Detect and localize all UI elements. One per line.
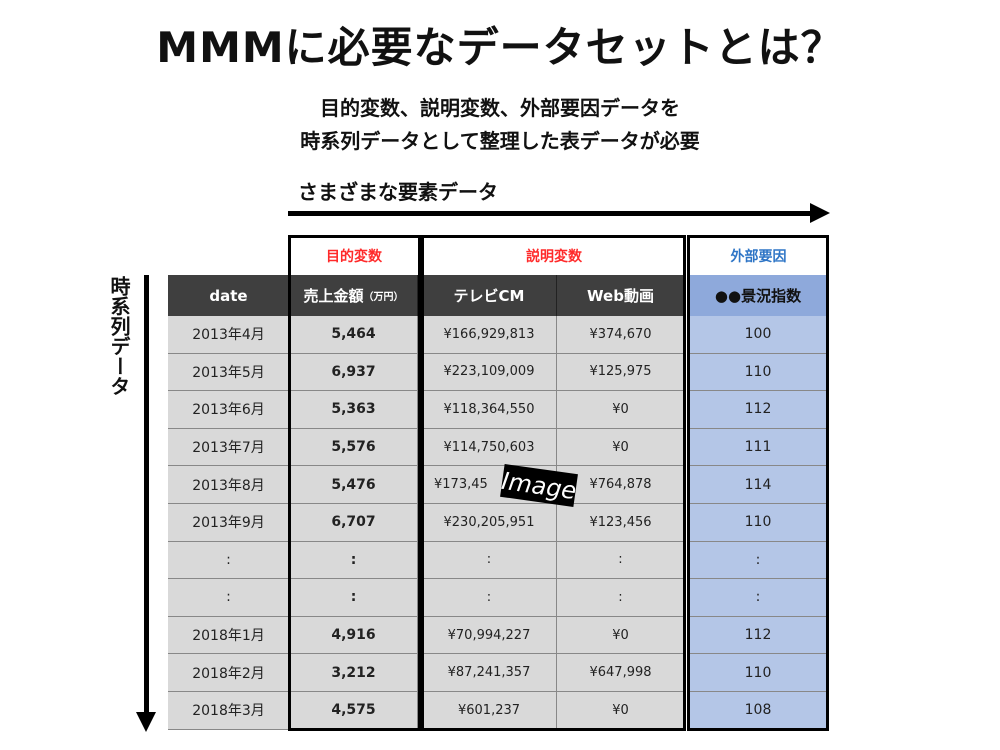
table-cell: 112 xyxy=(690,391,827,429)
table-cell: 111 xyxy=(690,428,827,467)
table-cell: 6,937 xyxy=(290,353,418,392)
table-cell: : xyxy=(422,541,557,580)
arrow-down-icon xyxy=(136,712,156,732)
table-cell: 2013年9月 xyxy=(168,504,290,542)
table-cell: ¥70,994,227 xyxy=(422,616,557,655)
table-cell: 100 xyxy=(690,316,827,354)
table-cell: 6,707 xyxy=(290,504,418,542)
table-cell: 2018年2月 xyxy=(168,654,290,692)
table-cell: 5,576 xyxy=(290,428,418,467)
table-cell: ¥123,456 xyxy=(557,504,685,542)
group-header-external: 外部要因 xyxy=(690,237,827,275)
column-header-3: Web動画 xyxy=(557,275,685,316)
table-cell: 2013年6月 xyxy=(168,391,290,429)
group-header-target: 目的変数 xyxy=(290,237,418,275)
table-cell: 5,476 xyxy=(290,466,418,504)
table-cell: 2018年1月 xyxy=(168,616,290,655)
table-cell: 2013年5月 xyxy=(168,353,290,392)
table-cell: ¥764,878 xyxy=(557,466,685,504)
subtitle-line-2: 時系列データとして整理した表データが必要 xyxy=(300,129,700,153)
column-header-1: 売上金額 （万円） xyxy=(290,275,418,316)
table-cell: : xyxy=(290,541,418,580)
table-cell: 108 xyxy=(690,692,827,730)
table-cell: : xyxy=(168,579,290,617)
table-cell: 5,363 xyxy=(290,391,418,429)
horizontal-arrow-label: さまざまな要素データ xyxy=(298,180,498,204)
arrow-right-icon xyxy=(810,203,830,223)
table-cell: 3,212 xyxy=(290,654,418,692)
table-cell: ¥601,237 xyxy=(422,692,557,730)
sales-unit-label: （万円） xyxy=(363,292,404,303)
table-cell: : xyxy=(557,541,685,580)
table-cell: ¥647,998 xyxy=(557,654,685,692)
table-cell: 110 xyxy=(690,353,827,392)
table-cell: : xyxy=(557,579,685,617)
table-cell: 2013年8月 xyxy=(168,466,290,504)
vertical-arrow-label: 時系列データ xyxy=(107,276,131,396)
table-cell: 5,464 xyxy=(290,316,418,354)
horizontal-arrow-shaft xyxy=(288,211,813,216)
table-cell: 4,575 xyxy=(290,692,418,730)
table-cell: 2018年3月 xyxy=(168,692,290,730)
table-cell: ¥0 xyxy=(557,616,685,655)
column-header-label: 売上金額 xyxy=(303,287,364,305)
table-cell: ¥166,929,813 xyxy=(422,316,557,354)
page-title: MMMに必要なデータセットとは？ xyxy=(156,23,844,72)
table-cell: 112 xyxy=(690,616,827,655)
table-cell: ¥0 xyxy=(557,692,685,730)
table-cell: ¥125,975 xyxy=(557,353,685,392)
table-cell: 2013年4月 xyxy=(168,316,290,354)
table-cell: : xyxy=(290,579,418,617)
table-cell: 114 xyxy=(690,466,827,504)
vertical-arrow-shaft xyxy=(144,275,149,715)
table-cell: : xyxy=(690,579,827,617)
table-cell: ¥230,205,951 xyxy=(422,504,557,542)
column-header-4: ●●景況指数 xyxy=(690,275,827,316)
table-cell: : xyxy=(422,579,557,617)
table-cell: 110 xyxy=(690,654,827,692)
subtitle-line-1: 目的変数、説明変数、外部要因データを xyxy=(320,96,680,120)
table-cell: ¥0 xyxy=(557,391,685,429)
table-cell: ¥0 xyxy=(557,428,685,467)
table-cell: ¥223,109,009 xyxy=(422,353,557,392)
table-cell: : xyxy=(168,541,290,580)
table-cell: ¥374,670 xyxy=(557,316,685,354)
table-cell: : xyxy=(690,541,827,580)
table-cell: 4,916 xyxy=(290,616,418,655)
table-cell: ¥87,241,357 xyxy=(422,654,557,692)
table-cell: 2013年7月 xyxy=(168,428,290,467)
group-header-explanatory: 説明変数 xyxy=(422,237,686,275)
column-header-2: テレビCM xyxy=(422,275,557,316)
table-cell: ¥114,750,603 xyxy=(422,428,557,467)
column-header-0: date xyxy=(168,275,290,316)
table-cell: 110 xyxy=(690,504,827,542)
table-cell: ¥118,364,550 xyxy=(422,391,557,429)
